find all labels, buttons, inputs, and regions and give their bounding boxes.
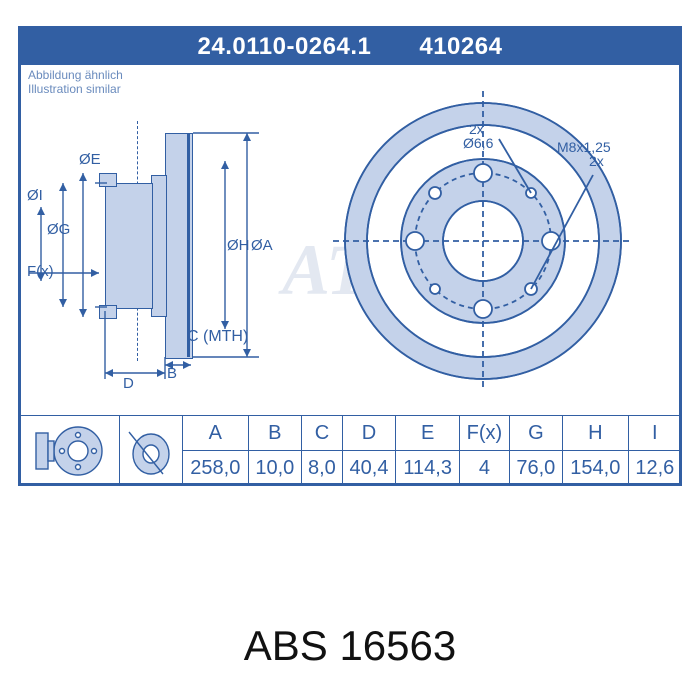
col-B: B <box>248 416 301 451</box>
col-D: D <box>342 416 395 451</box>
col-A: A <box>183 416 249 451</box>
label-D: D <box>123 375 134 392</box>
label-H: ØH <box>227 237 250 254</box>
ann-hole-dia: Ø6,6 <box>463 135 493 151</box>
header-bar: 24.0110-0264.1 410264 <box>21 29 679 65</box>
val-D: 40,4 <box>342 451 395 486</box>
part-number-left: 24.0110-0264.1 <box>198 33 372 61</box>
val-A: 258,0 <box>183 451 249 486</box>
product-caption: ABS 16563 <box>0 622 700 670</box>
hub-mini-icon <box>127 424 175 478</box>
table-header-row: A B C D E F(x) G H I <box>19 416 682 451</box>
dimensions-table: A B C D E F(x) G H I 258,0 10,0 8,0 40,4… <box>18 415 682 486</box>
label-A: ØA <box>251 237 273 254</box>
col-G: G <box>509 416 562 451</box>
row-icon-cell <box>19 416 120 486</box>
val-F: 4 <box>460 451 510 486</box>
val-B: 10,0 <box>248 451 301 486</box>
col-E: E <box>396 416 460 451</box>
technical-diagram: ØA ØH ØE ØG ØI F(x) D B C (MTH) <box>27 91 675 403</box>
val-I: 12,6 <box>628 451 681 486</box>
front-view: 2x Ø6,6 M8x1,25 2x <box>303 91 663 391</box>
drawing-card: 24.0110-0264.1 410264 Abbildung ähnlich … <box>18 26 682 486</box>
col-C: C <box>301 416 342 451</box>
part-number-right: 410264 <box>419 33 502 61</box>
ann-thread-x: 2x <box>589 153 604 169</box>
label-G: ØG <box>47 221 70 238</box>
label-E: ØE <box>79 151 101 168</box>
label-I: ØI <box>27 187 43 204</box>
val-C: 8,0 <box>301 451 342 486</box>
label-mth: C (MTH) <box>187 328 248 346</box>
label-Fx: F(x) <box>27 263 54 280</box>
col-H: H <box>563 416 629 451</box>
label-B: B <box>167 365 177 382</box>
val-E: 114,3 <box>396 451 460 486</box>
row-icon2-cell <box>120 416 183 486</box>
note-de: Abbildung ähnlich <box>28 69 123 83</box>
disc-mini-icon <box>30 421 108 481</box>
col-I: I <box>628 416 681 451</box>
col-F: F(x) <box>460 416 510 451</box>
val-H: 154,0 <box>563 451 629 486</box>
val-G: 76,0 <box>509 451 562 486</box>
